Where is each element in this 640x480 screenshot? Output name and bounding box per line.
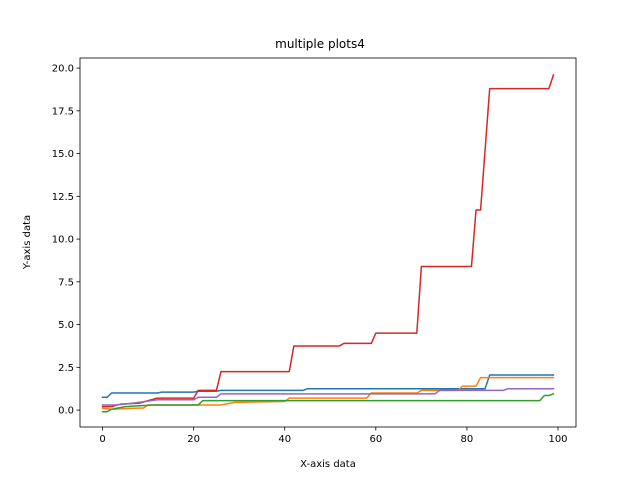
y-tick-label: 0.0: [58, 406, 74, 417]
series-line-1: [101, 374, 555, 398]
x-tick-label: 20: [187, 434, 200, 445]
y-tick-label: 20.0: [52, 64, 74, 75]
x-tick-label: 100: [548, 434, 567, 445]
x-tick-label: 40: [278, 434, 291, 445]
axes-frame: [79, 57, 577, 428]
series-line-2: [101, 376, 555, 410]
y-tick-label: 10.0: [52, 235, 74, 246]
x-tick-label: 80: [461, 434, 474, 445]
y-tick-label: 5.0: [58, 320, 74, 331]
plot-area: [80, 58, 576, 427]
y-tick-label: 15.0: [52, 149, 74, 160]
series-line-4: [101, 73, 555, 408]
x-tick-label: 0: [99, 434, 105, 445]
plot-background: [80, 58, 576, 427]
y-tick-label: 2.5: [58, 363, 74, 374]
y-axis-label: Y-axis data: [22, 215, 33, 270]
x-axis-label: X-axis data: [300, 459, 356, 470]
y-tick-label: 17.5: [52, 106, 74, 117]
y-tick-label: 12.5: [52, 192, 74, 203]
series-layer: [101, 73, 555, 413]
series-line-5: [101, 387, 555, 406]
series-line-3: [101, 392, 555, 413]
chart-title: multiple plots4: [275, 37, 365, 51]
y-tick-label: 7.5: [58, 277, 74, 288]
x-tick-label: 60: [369, 434, 382, 445]
axes-layer: 0 20 40 60 80 100 0.0 2.5 5.0 7.5 10.0 12.5 15.0 17.5…: [52, 57, 577, 445]
